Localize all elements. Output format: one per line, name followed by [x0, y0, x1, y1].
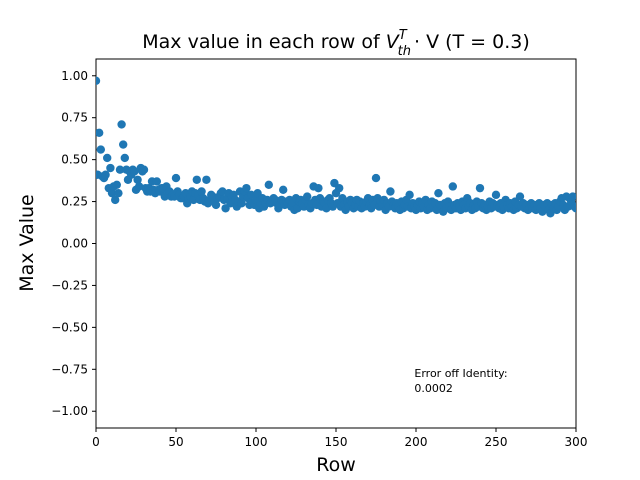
y-tick-label: −0.25 — [51, 278, 88, 292]
data-point — [120, 153, 129, 163]
data-points — [96, 76, 576, 218]
data-point — [303, 192, 312, 201]
y-tick-label: 0.00 — [61, 237, 88, 251]
data-point — [242, 183, 251, 193]
x-axis-ticks: 0 50 100 150 200 250 300 — [92, 428, 587, 449]
title-prefix: Max value in each row of — [142, 31, 385, 53]
x-tick-label: 100 — [245, 435, 268, 449]
data-point — [139, 165, 149, 174]
data-point — [114, 188, 123, 198]
data-point — [130, 167, 139, 176]
title-math-sub: th — [398, 44, 411, 59]
data-point — [279, 185, 288, 195]
data-point — [101, 170, 110, 179]
x-axis-label: Row — [316, 454, 356, 476]
data-point — [475, 183, 485, 193]
chart-title: Max value in each row of VT th · V (T = 0.… — [142, 28, 530, 59]
data-point — [115, 165, 125, 174]
data-point — [434, 188, 443, 198]
data-point — [96, 76, 101, 86]
data-point — [119, 140, 128, 149]
x-tick-label: 0 — [92, 435, 100, 449]
data-point — [571, 204, 576, 213]
y-tick-label: 0.25 — [61, 195, 88, 209]
y-axis-label: Max Value — [16, 194, 38, 292]
data-point — [111, 195, 120, 205]
y-tick-label: 0.50 — [61, 153, 88, 167]
data-point — [107, 188, 117, 198]
y-axis-ticks: −1.00 −0.75 −0.50 −0.25 0.00 0.25 0.50 0.75 1.00 — [51, 69, 96, 418]
y-tick-label: 0.75 — [61, 111, 88, 125]
data-point — [112, 180, 122, 189]
data-point — [192, 175, 201, 184]
data-point — [237, 199, 246, 208]
data-point — [386, 187, 395, 196]
data-point — [171, 173, 181, 183]
data-point — [448, 182, 457, 191]
x-tick-label: 300 — [565, 435, 588, 449]
x-tick-label: 200 — [405, 435, 428, 449]
data-point — [335, 183, 344, 193]
data-point — [568, 192, 576, 201]
data-point — [135, 182, 144, 191]
data-point — [106, 163, 115, 173]
title-suffix: (T = 0.3) — [439, 31, 530, 53]
data-point — [371, 173, 381, 183]
data-point — [405, 190, 414, 200]
y-tick-label: −0.50 — [51, 320, 88, 334]
annotation-line-2: 0.0002 — [414, 382, 453, 395]
data-point — [133, 175, 142, 184]
data-point — [491, 190, 501, 200]
data-point — [314, 183, 323, 193]
data-point — [218, 187, 227, 196]
y-tick-label: −0.75 — [51, 362, 88, 376]
x-tick-label: 150 — [325, 435, 348, 449]
data-point — [197, 187, 206, 196]
data-point — [152, 177, 161, 186]
data-point — [103, 153, 112, 163]
data-point — [264, 180, 273, 189]
y-tick-label: 1.00 — [61, 69, 88, 83]
title-math-rest: · V — [414, 31, 439, 53]
data-point — [96, 128, 104, 137]
x-tick-label: 250 — [485, 435, 508, 449]
title-math-sup: T — [399, 28, 408, 43]
y-tick-label: −1.00 — [51, 404, 88, 418]
data-point — [117, 120, 126, 129]
data-point — [211, 200, 221, 210]
title-math-base: V — [386, 31, 401, 53]
data-point — [202, 175, 211, 184]
annotation-line-1: Error off Identity: — [414, 367, 507, 380]
plot-area — [95, 58, 577, 429]
data-point — [515, 192, 525, 201]
data-point — [96, 145, 106, 154]
x-tick-label: 50 — [168, 435, 183, 449]
